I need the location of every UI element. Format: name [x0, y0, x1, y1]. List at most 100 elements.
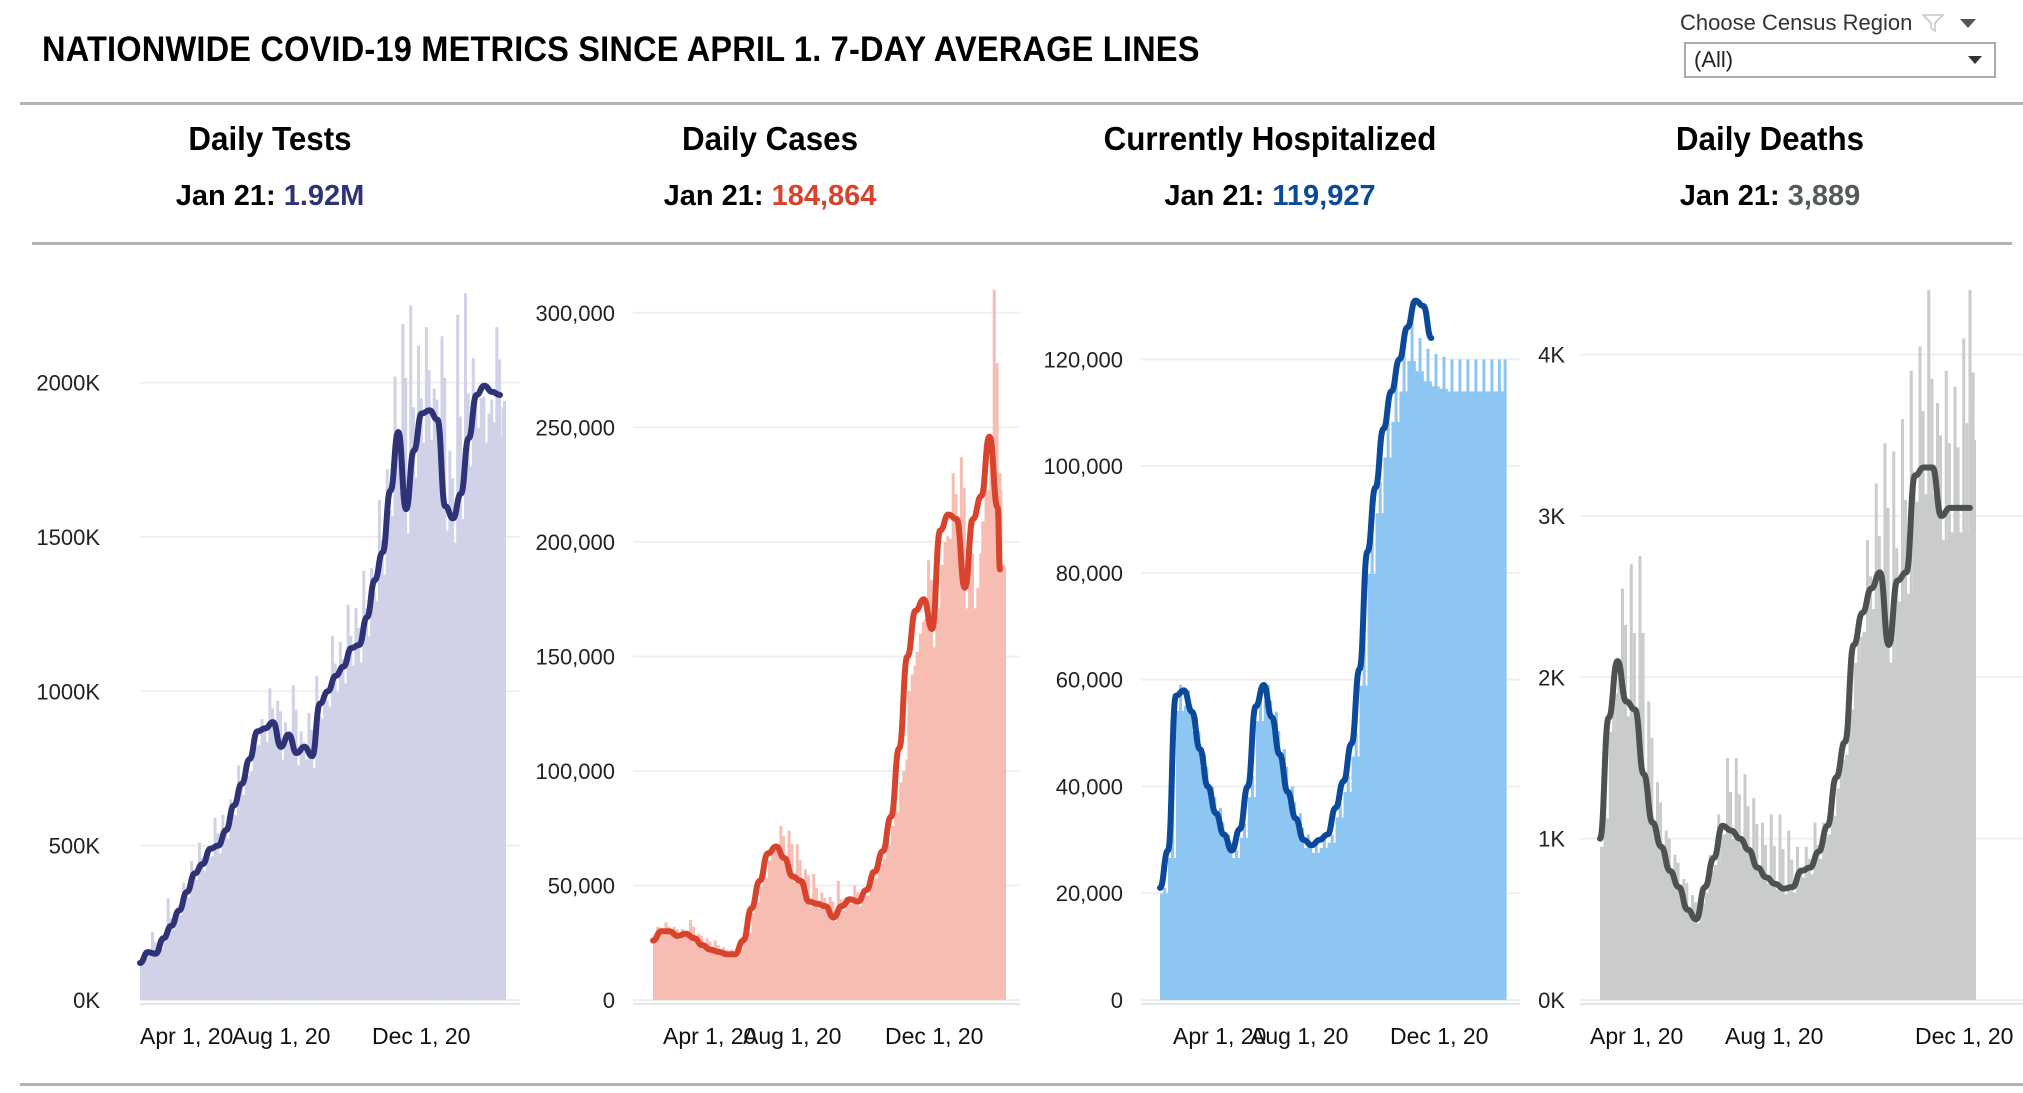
- bar: [370, 567, 374, 1000]
- bar: [913, 665, 917, 1000]
- bar: [143, 953, 147, 1000]
- bar: [1306, 834, 1310, 1000]
- bar: [1163, 887, 1167, 1000]
- x-tick-label: Aug 1, 20: [232, 1023, 330, 1049]
- bar: [1886, 507, 1890, 1000]
- bar: [831, 901, 835, 1000]
- bar: [325, 700, 329, 1000]
- bar: [847, 901, 851, 1000]
- bar: [1874, 483, 1878, 1000]
- metric-title: Daily Deaths: [1675, 120, 1865, 157]
- bar: [1790, 859, 1794, 1000]
- x-tick-label: Apr 1, 20: [1590, 1023, 1683, 1049]
- bar: [377, 499, 381, 1000]
- bar: [1474, 359, 1478, 1000]
- bar: [255, 746, 259, 1000]
- bar: [213, 817, 217, 1000]
- bar: [284, 722, 287, 1000]
- bar: [943, 541, 947, 1000]
- filter-menu-caret-icon[interactable]: [1960, 18, 1977, 28]
- bar: [490, 399, 494, 1000]
- bar: [294, 709, 298, 1000]
- bar: [1641, 632, 1645, 1000]
- region-select[interactable]: (All): [1684, 42, 1996, 78]
- bar: [1242, 823, 1246, 1000]
- bar: [869, 869, 873, 1000]
- bar: [762, 874, 766, 1000]
- bar: [182, 882, 186, 1000]
- bar: [1734, 757, 1738, 1000]
- bar: [396, 433, 400, 1000]
- bar: [464, 293, 467, 1001]
- census-region-filter[interactable]: Choose Census Region (All): [1680, 10, 2000, 78]
- funnel-icon[interactable]: [1922, 14, 1945, 32]
- bar: [1282, 749, 1286, 1000]
- bar: [1965, 423, 1969, 1000]
- bar: [1764, 845, 1768, 1000]
- bar: [404, 377, 408, 1000]
- bar: [1410, 300, 1414, 1000]
- y-tick-label: 40,000: [1056, 774, 1123, 799]
- bar: [1956, 447, 1960, 1000]
- chart-deaths: 0K 1K 2K 3K 4K Apr 1, 20 Aug 1, 20 Dec 1, 20: [1538, 290, 2023, 1049]
- bar: [995, 363, 999, 1001]
- bar: [839, 899, 843, 1000]
- bar: [1743, 774, 1747, 1000]
- bar: [1211, 786, 1215, 1000]
- bar: [1219, 807, 1223, 1000]
- bar: [1266, 685, 1270, 1000]
- bar: [987, 490, 991, 1000]
- bar: [959, 457, 963, 1000]
- y-tick-label: 0K: [73, 988, 100, 1013]
- bar: [1402, 327, 1406, 1000]
- bar: [1912, 471, 1916, 1001]
- avg-line: [1597, 464, 1973, 923]
- bar: [310, 729, 314, 1000]
- bar: [1330, 834, 1334, 1000]
- x-tick-label: Dec 1, 20: [1915, 1023, 2013, 1049]
- bar: [853, 885, 857, 1000]
- bar: [1656, 782, 1659, 1000]
- bar: [795, 844, 799, 1000]
- bar: [992, 290, 996, 1000]
- bar: [208, 858, 212, 1000]
- bar: [705, 938, 709, 1000]
- bar: [307, 712, 311, 1000]
- bar: [1947, 443, 1951, 1000]
- bar: [749, 932, 753, 1000]
- bar: [451, 478, 455, 1001]
- footer-divider: [20, 1083, 2023, 1086]
- bar: [153, 942, 157, 1000]
- bar: [1944, 370, 1948, 1000]
- bar: [1869, 576, 1873, 1000]
- bar: [746, 924, 750, 1000]
- y-tick-label: 50,000: [548, 873, 615, 898]
- bar: [1842, 759, 1846, 1000]
- bar: [716, 945, 720, 1000]
- bar: [1883, 443, 1887, 1000]
- bar: [411, 407, 415, 1001]
- bar: [1629, 564, 1633, 1000]
- bar: [1860, 636, 1864, 1000]
- chevron-down-icon[interactable]: [1968, 56, 1982, 64]
- bar: [1003, 567, 1006, 1000]
- bar: [338, 641, 342, 1000]
- bar: [968, 519, 972, 1000]
- bar: [1909, 370, 1913, 1000]
- bar: [845, 896, 849, 1000]
- bar: [1851, 709, 1855, 1000]
- bar: [440, 336, 444, 1001]
- metric-deaths: Daily Deaths Jan 21: 3,889: [1520, 120, 2020, 213]
- bar: [177, 918, 181, 1000]
- bar: [1203, 754, 1207, 1000]
- bar: [918, 633, 922, 1000]
- bar: [333, 663, 337, 1000]
- bar: [424, 327, 428, 1001]
- bar: [664, 922, 668, 1000]
- y-tick-label: 0: [603, 988, 615, 1013]
- bar: [1632, 632, 1636, 1000]
- bar: [1807, 858, 1811, 1000]
- bar: [268, 688, 272, 1000]
- bar: [1659, 802, 1663, 1000]
- metric-title: Daily Cases: [681, 120, 859, 157]
